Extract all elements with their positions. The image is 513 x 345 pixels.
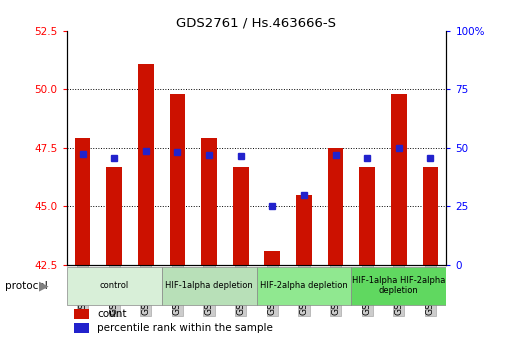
Text: HIF-2alpha depletion: HIF-2alpha depletion — [260, 281, 348, 290]
Bar — [74, 309, 89, 319]
Text: percentile rank within the sample: percentile rank within the sample — [97, 324, 273, 334]
Bar — [138, 64, 154, 265]
Bar — [296, 195, 312, 265]
FancyBboxPatch shape — [351, 267, 446, 305]
Bar — [233, 167, 249, 265]
FancyBboxPatch shape — [256, 267, 351, 305]
Title: GDS2761 / Hs.463666-S: GDS2761 / Hs.463666-S — [176, 17, 337, 30]
Bar — [359, 167, 375, 265]
Bar — [74, 138, 90, 265]
Bar — [328, 148, 344, 265]
Bar — [201, 138, 217, 265]
Text: HIF-1alpha HIF-2alpha
depletion: HIF-1alpha HIF-2alpha depletion — [352, 276, 446, 295]
FancyBboxPatch shape — [162, 267, 256, 305]
Text: ▶: ▶ — [39, 279, 48, 292]
Bar — [106, 167, 122, 265]
Bar — [74, 324, 89, 333]
Bar — [169, 94, 185, 265]
Text: count: count — [97, 309, 127, 319]
Text: protocol: protocol — [5, 280, 48, 290]
FancyBboxPatch shape — [67, 267, 162, 305]
Text: HIF-1alpha depletion: HIF-1alpha depletion — [165, 281, 253, 290]
Bar — [423, 167, 439, 265]
Bar — [391, 94, 407, 265]
Text: control: control — [100, 281, 129, 290]
Bar — [264, 250, 280, 265]
